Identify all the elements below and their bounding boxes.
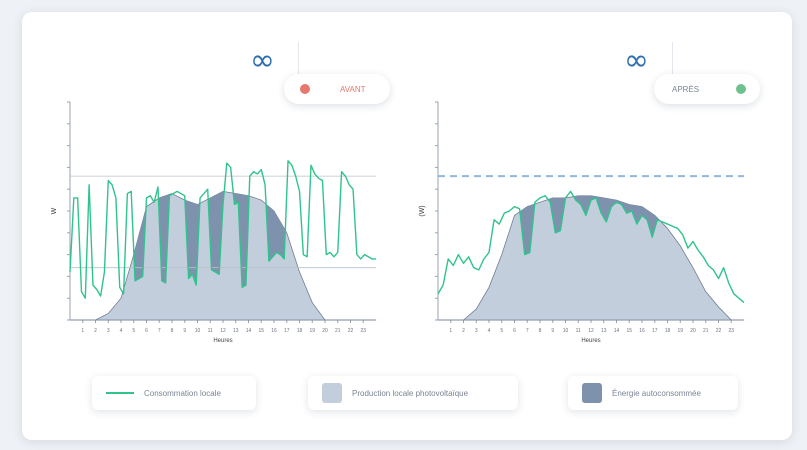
y-axis-label: (W)	[419, 205, 426, 216]
after-chart: 1 2 3 4 5 6 7 8 9 10 11 12 13 14 15 16 17 18 19 20 21 22 23Heu…	[419, 101, 745, 344]
infinity-icon[interactable]: ∞	[624, 43, 649, 78]
legend-overlap: Énergie autoconsommée	[568, 376, 738, 410]
x-tick-label: 18	[665, 328, 671, 334]
before-indicator-dot	[300, 84, 310, 94]
before-toggle[interactable]: AVANT	[284, 74, 390, 104]
x-tick-label: 23	[728, 328, 734, 334]
x-tick-label: 2	[94, 328, 97, 334]
x-tick-label: 5	[132, 328, 135, 334]
x-tick-label: 7	[526, 328, 529, 334]
x-tick-label: 22	[348, 328, 354, 334]
x-tick-label: 23	[360, 328, 366, 334]
x-tick-label: 14	[246, 328, 252, 334]
comparison-card: ∞ AVANT ∞ APRÈS 1 2 3 4 5 6 7 8 9 10 11 12 13 14 15 16 1…	[22, 12, 792, 440]
legend-consumption-label: Consommation locale	[144, 388, 221, 398]
x-tick-label: 14	[614, 328, 620, 334]
x-tick-label: 3	[475, 328, 478, 334]
y-axis-label: W	[51, 207, 58, 214]
x-axis-label: Heures	[213, 338, 232, 344]
x-tick-label: 20	[690, 328, 696, 334]
consumption-line	[437, 190, 745, 304]
consumption-swatch	[106, 392, 134, 394]
x-tick-label: 15	[626, 328, 632, 334]
x-tick-label: 9	[551, 328, 554, 334]
before-chart: 1 2 3 4 5 6 7 8 9 10 11 12 13 14 15 16 17 18 19 20 21 22 23Heu…	[51, 101, 376, 344]
x-tick-label: 5	[500, 328, 503, 334]
toggle-divider	[672, 42, 673, 84]
x-tick-label: 1	[81, 328, 84, 334]
after-toggle-label: APRÈS	[672, 84, 700, 94]
x-tick-label: 17	[284, 328, 290, 334]
x-tick-label: 11	[576, 328, 581, 334]
x-tick-label: 11	[208, 328, 213, 334]
x-tick-label: 12	[588, 328, 594, 334]
x-tick-label: 4	[488, 328, 491, 334]
x-tick-label: 16	[639, 328, 645, 334]
production-swatch	[322, 383, 342, 403]
x-tick-label: 10	[563, 328, 569, 334]
self-consumption-area	[122, 191, 285, 294]
x-tick-label: 9	[183, 328, 186, 334]
x-tick-label: 18	[297, 328, 303, 334]
x-tick-label: 22	[716, 328, 722, 334]
after-indicator-dot	[736, 84, 746, 94]
x-tick-label: 8	[171, 328, 174, 334]
x-tick-label: 20	[322, 328, 328, 334]
before-toggle-label: AVANT	[340, 84, 366, 94]
x-tick-label: 21	[703, 328, 709, 334]
x-tick-label: 1	[449, 328, 452, 334]
x-tick-label: 3	[107, 328, 110, 334]
toggle-divider	[298, 42, 299, 84]
x-tick-label: 10	[195, 328, 201, 334]
x-tick-label: 15	[258, 328, 264, 334]
overlap-swatch	[582, 383, 602, 403]
x-tick-label: 4	[120, 328, 123, 334]
legend-consumption: Consommation locale	[92, 376, 256, 410]
x-axis-label: Heures	[581, 338, 600, 344]
x-tick-label: 2	[462, 328, 465, 334]
x-tick-label: 17	[652, 328, 658, 334]
consumption-line	[69, 160, 376, 299]
x-tick-label: 12	[220, 328, 226, 334]
x-tick-label: 6	[513, 328, 516, 334]
x-tick-label: 13	[601, 328, 607, 334]
x-tick-label: 6	[145, 328, 148, 334]
x-tick-label: 16	[271, 328, 277, 334]
x-tick-label: 13	[233, 328, 239, 334]
x-tick-label: 21	[335, 328, 341, 334]
x-tick-label: 8	[539, 328, 542, 334]
x-tick-label: 19	[677, 328, 683, 334]
after-toggle[interactable]: APRÈS	[654, 74, 760, 104]
self-consumption-area	[520, 195, 658, 255]
x-tick-label: 19	[309, 328, 315, 334]
infinity-icon[interactable]: ∞	[250, 43, 275, 78]
legend-production: Production locale photovoltaïque	[308, 376, 518, 410]
x-tick-label: 7	[158, 328, 161, 334]
legend-overlap-label: Énergie autoconsommée	[612, 388, 701, 398]
legend-production-label: Production locale photovoltaïque	[352, 388, 469, 398]
